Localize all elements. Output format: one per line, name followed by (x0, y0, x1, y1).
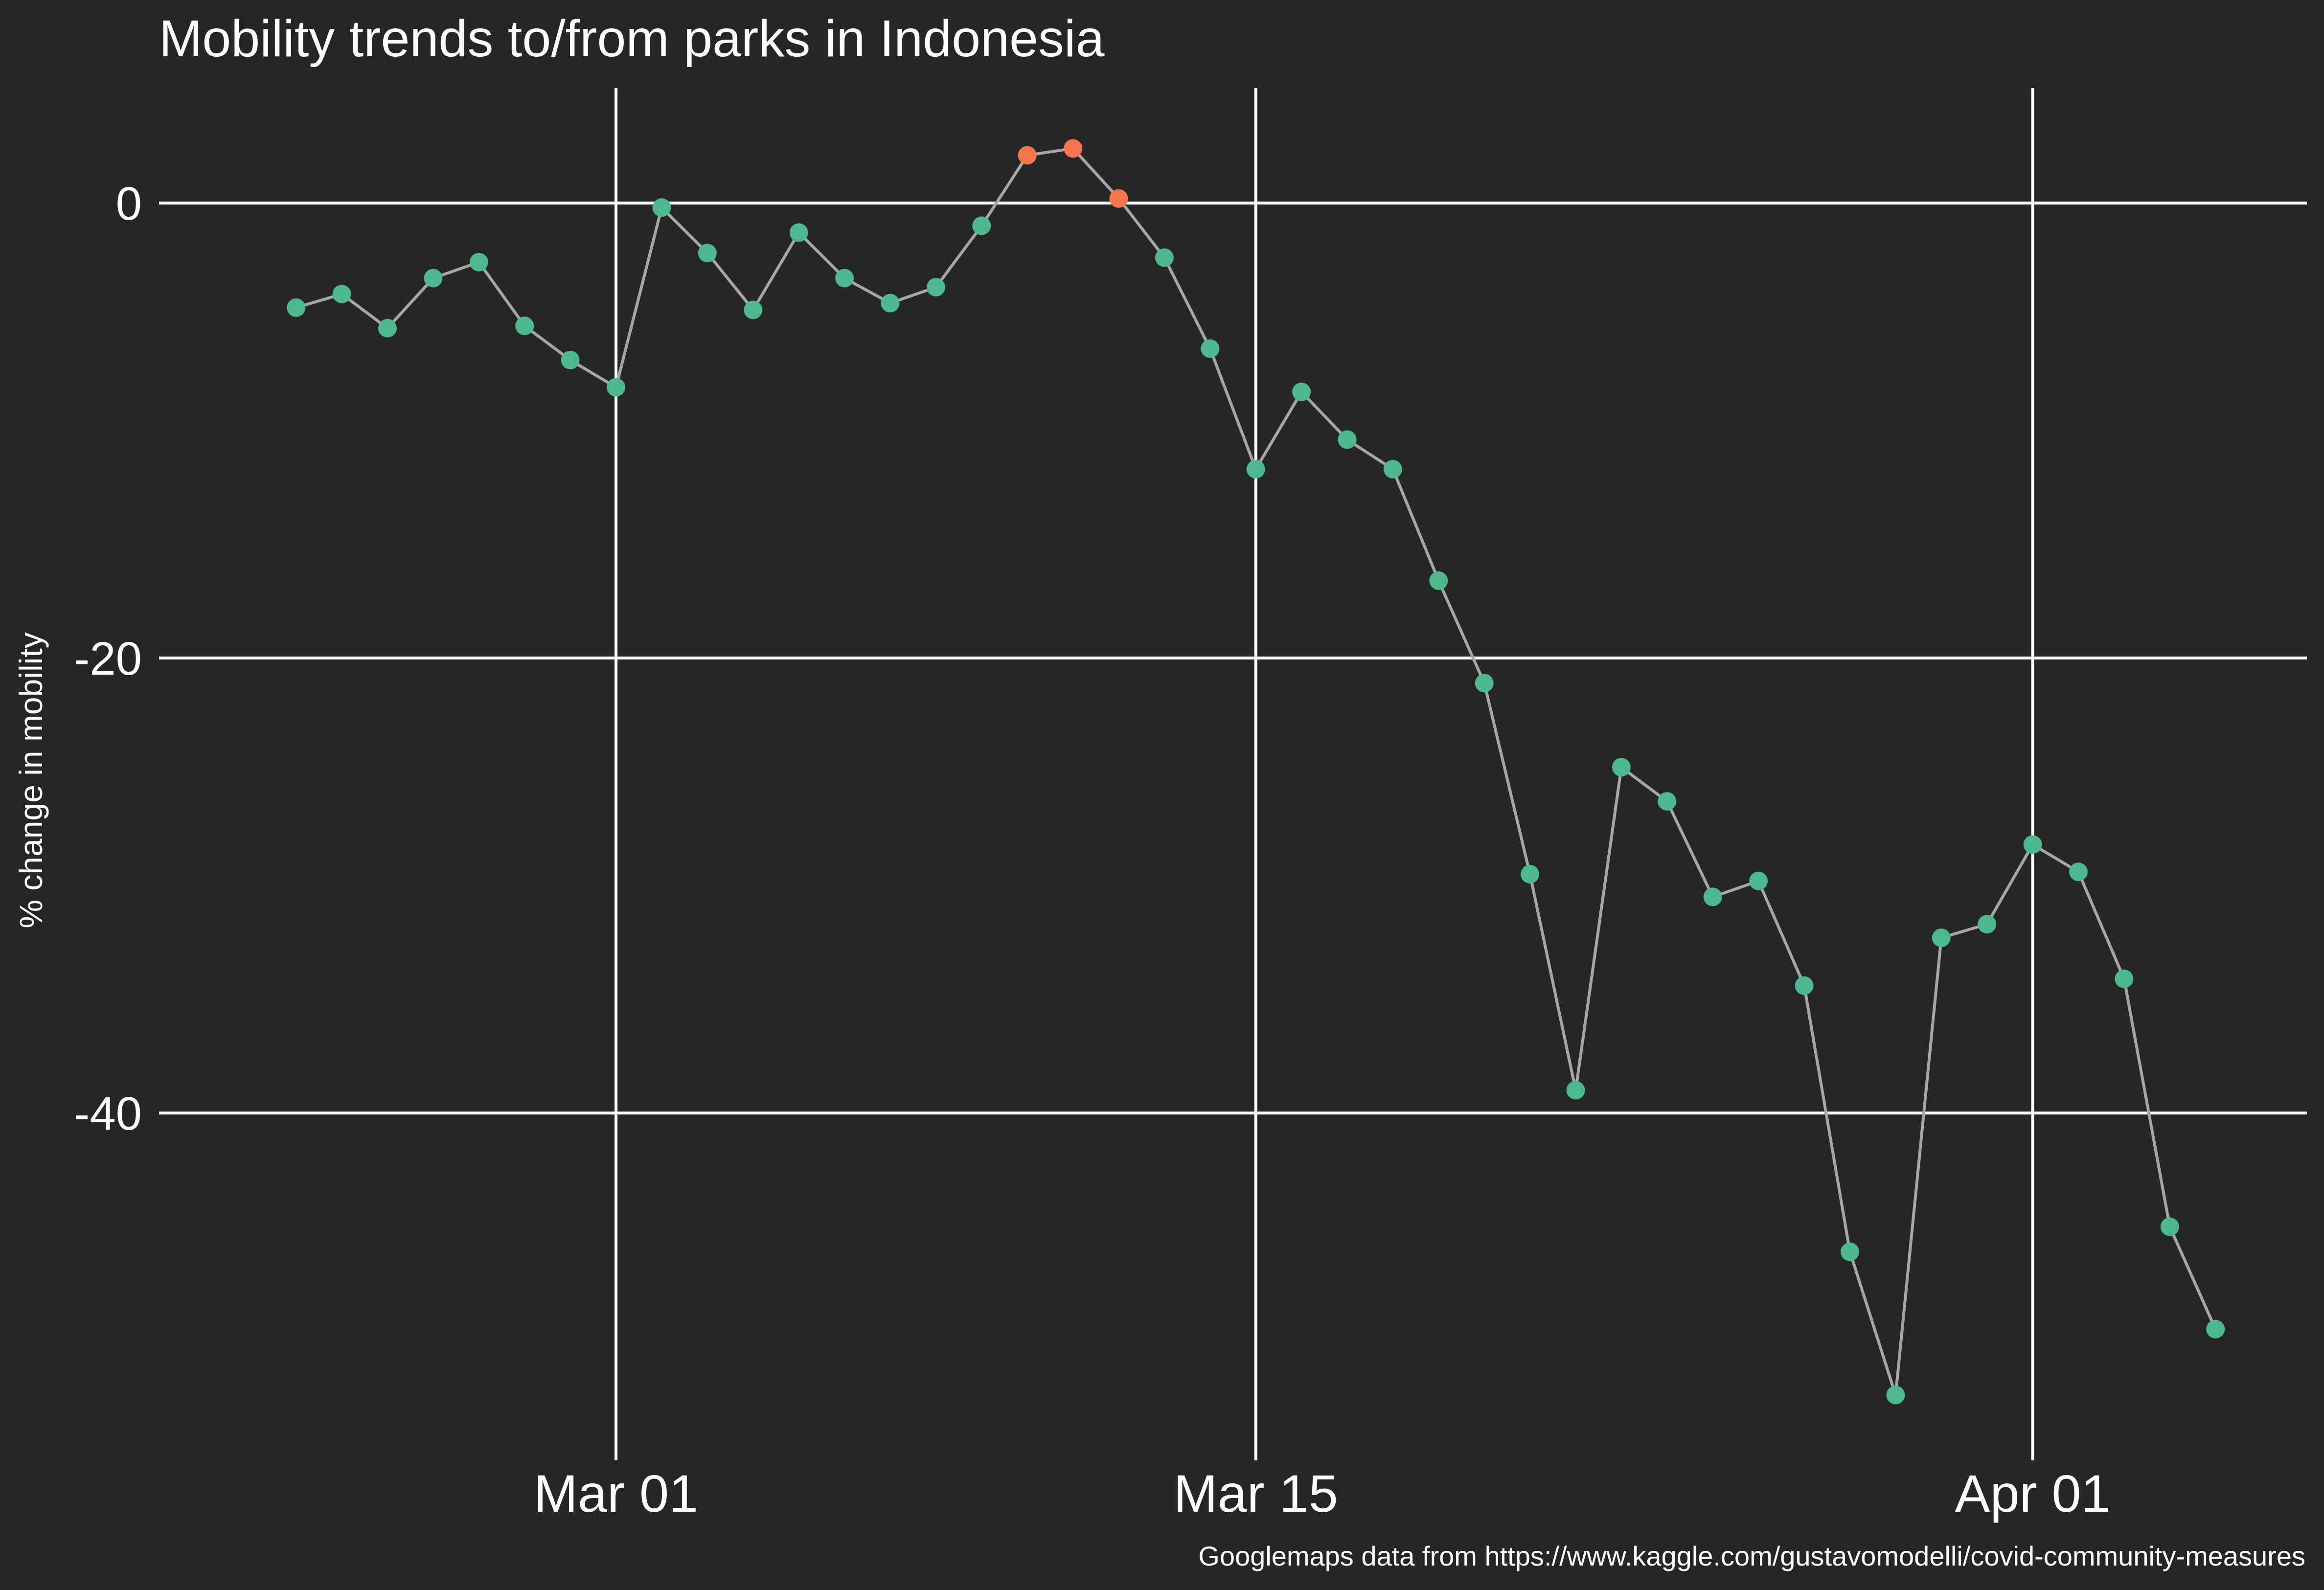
chart-title: Mobility trends to/from parks in Indones… (159, 10, 1104, 68)
data-point (1246, 460, 1265, 478)
data-point (1338, 430, 1357, 449)
x-tick-label: Mar 01 (534, 1464, 698, 1523)
caption: Googlemaps data from https://www.kaggle.… (1198, 1541, 2305, 1571)
data-point (2069, 863, 2088, 882)
data-point (1978, 915, 1997, 933)
data-point (2115, 969, 2134, 988)
data-point (1201, 339, 1220, 358)
data-point (424, 269, 443, 288)
data-point (1064, 139, 1083, 158)
data-point (1429, 571, 1448, 590)
data-point (1886, 1386, 1905, 1405)
data-point (1658, 792, 1677, 811)
data-point (744, 300, 763, 319)
gridlines (159, 88, 2307, 1460)
data-point (378, 318, 397, 338)
x-tick-label: Mar 15 (1174, 1464, 1338, 1523)
data-point (789, 223, 808, 242)
data-point (2206, 1319, 2225, 1339)
data-point (1841, 1242, 1859, 1261)
data-point (2023, 835, 2042, 854)
data-point (1475, 674, 1494, 693)
data-point (1749, 871, 1768, 890)
data-point (561, 350, 580, 369)
y-tick-labels: 0 -20 -40 (74, 178, 142, 1140)
data-point (1109, 189, 1128, 208)
data-point (2160, 1217, 2179, 1236)
x-tick-labels: Mar 01 Mar 15 Apr 01 (534, 1464, 2111, 1523)
data-point (1566, 1081, 1585, 1100)
data-point (515, 317, 534, 336)
data-point (1521, 864, 1540, 884)
data-point (698, 244, 717, 263)
data-point (1703, 887, 1722, 907)
data-point (881, 294, 900, 313)
data-point (332, 285, 351, 303)
data-point (287, 298, 306, 317)
y-tick-label: -40 (74, 1088, 142, 1140)
data-point (926, 278, 945, 296)
data-point (1795, 976, 1814, 995)
data-point (1018, 146, 1037, 165)
y-tick-label: 0 (116, 178, 142, 230)
data-point (607, 378, 625, 397)
data-points (287, 139, 2225, 1405)
data-point (1292, 383, 1311, 401)
data-point (1612, 758, 1631, 777)
data-point (835, 269, 854, 288)
x-tick-label: Apr 01 (1955, 1464, 2110, 1523)
y-tick-label: -20 (74, 633, 142, 685)
data-point (652, 198, 671, 217)
data-point (1383, 460, 1402, 478)
y-axis-label: % change in mobility (13, 632, 49, 928)
data-point (1155, 248, 1174, 267)
data-point (1932, 928, 1951, 947)
data-point (469, 252, 488, 272)
data-point (972, 216, 991, 235)
